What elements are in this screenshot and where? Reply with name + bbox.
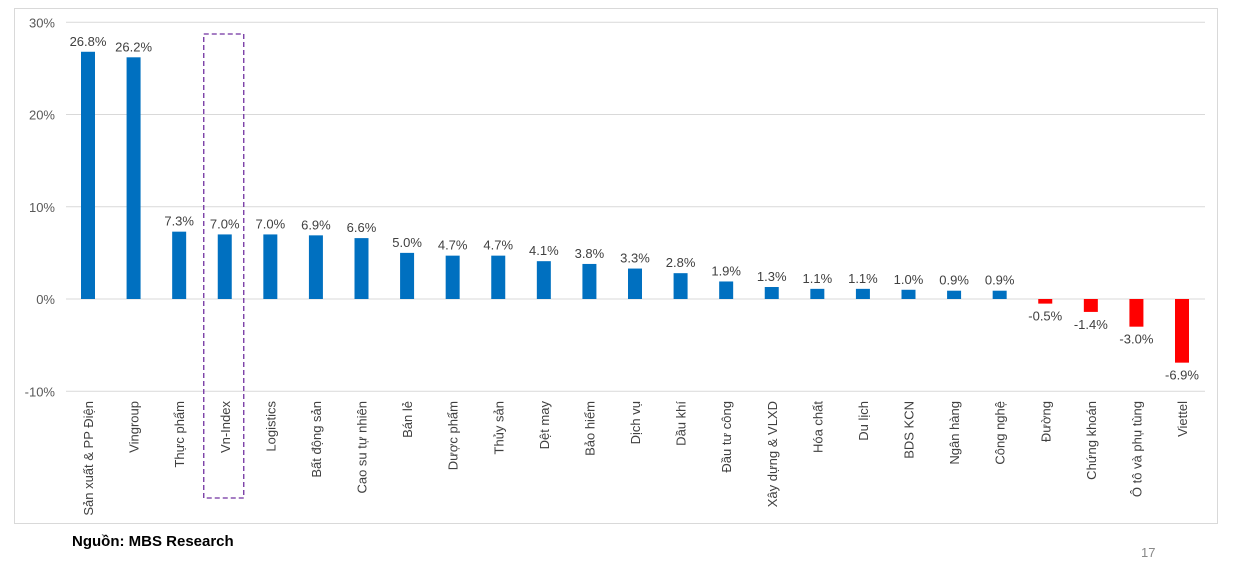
data-label: 2.8% — [666, 255, 696, 270]
bar — [445, 255, 460, 299]
x-tick-label: Bất động sản — [309, 401, 324, 478]
data-label: 4.7% — [483, 238, 513, 253]
bar — [172, 231, 187, 299]
x-tick-label: Bán lẻ — [400, 401, 415, 438]
y-tick-label: -10% — [25, 384, 56, 399]
data-label: 26.2% — [115, 39, 152, 54]
bar — [400, 252, 415, 299]
chart-frame — [14, 8, 1218, 524]
x-tick-label: Bảo hiểm — [582, 401, 597, 456]
source-note: Nguồn: MBS Research — [72, 533, 234, 550]
data-label: 7.0% — [256, 216, 286, 231]
x-tick-label: Logistics — [263, 401, 278, 452]
x-tick-label: Dầu khí — [674, 401, 689, 446]
bar — [673, 273, 688, 299]
bar — [810, 288, 825, 299]
data-label: 7.0% — [210, 216, 240, 231]
data-label: -1.4% — [1074, 317, 1108, 332]
page-number: 17 — [1141, 545, 1156, 560]
data-label: 6.9% — [301, 217, 331, 232]
x-tick-label: Đường — [1038, 401, 1053, 442]
x-tick-label: Dịch vụ — [628, 401, 643, 444]
bar — [855, 288, 870, 299]
x-tick-label: Sản xuất & PP Điện — [81, 401, 96, 516]
x-tick-label: Ngân hàng — [947, 401, 962, 465]
highlight-box — [203, 33, 245, 499]
data-label: -3.0% — [1119, 332, 1153, 347]
bar — [81, 51, 95, 299]
bar — [263, 234, 278, 299]
bar — [764, 287, 779, 299]
data-label: 4.1% — [529, 243, 559, 258]
bar — [1083, 299, 1098, 312]
bar — [1038, 299, 1053, 304]
x-tick-label: BDS KCN — [902, 401, 917, 459]
y-tick-label: 30% — [29, 15, 55, 30]
x-tick-label: Thủy sản — [491, 401, 506, 454]
bar — [126, 57, 141, 300]
bar — [217, 234, 232, 299]
bar — [1175, 299, 1189, 363]
bar — [992, 290, 1007, 299]
bar — [628, 268, 642, 299]
x-tick-label: Thực phẩm — [172, 401, 187, 468]
data-label: 0.9% — [985, 273, 1015, 288]
x-tick-label: Đầu tư công — [719, 401, 734, 473]
x-tick-label: Dệt may — [537, 401, 552, 450]
bar — [536, 261, 551, 299]
data-label: 26.8% — [70, 34, 107, 49]
x-tick-label: Công nghệ — [993, 401, 1008, 465]
x-tick-label: Cao su tự nhiên — [355, 401, 370, 494]
data-label: 3.3% — [620, 251, 650, 266]
data-label: 1.0% — [894, 272, 924, 287]
x-tick-label: Vingroup — [127, 401, 142, 453]
data-label: 7.3% — [164, 214, 194, 229]
bar — [308, 235, 323, 299]
data-label: 1.1% — [848, 271, 878, 286]
data-label: -6.9% — [1165, 368, 1199, 383]
bar — [1129, 299, 1144, 327]
x-tick-label: Ô tô và phụ tùng — [1129, 401, 1144, 497]
data-label: 4.7% — [438, 238, 468, 253]
data-label: -0.5% — [1028, 309, 1062, 324]
data-label: 0.9% — [939, 273, 969, 288]
bar — [947, 290, 962, 299]
bar — [582, 263, 597, 299]
bar — [719, 281, 734, 299]
y-tick-label: 10% — [29, 200, 55, 215]
bar — [901, 289, 916, 299]
x-tick-label: Dược phẩm — [446, 401, 461, 470]
y-tick-label: 20% — [29, 108, 55, 123]
data-label: 1.9% — [711, 263, 741, 278]
bar — [354, 238, 369, 299]
x-tick-label: Hóa chất — [810, 401, 825, 453]
x-tick-label: Du lịch — [856, 401, 871, 441]
data-label: 1.1% — [803, 271, 833, 286]
bar — [491, 255, 506, 299]
x-tick-label: Xây dựng & VLXD — [765, 401, 780, 507]
x-tick-label: Viettel — [1175, 401, 1190, 437]
data-label: 6.6% — [347, 220, 377, 235]
x-tick-label: Chứng khoán — [1084, 401, 1099, 480]
y-tick-label: 0% — [36, 292, 55, 307]
x-tick-label: Vn-Index — [218, 401, 233, 454]
data-label: 5.0% — [392, 235, 422, 250]
data-label: 3.8% — [575, 246, 605, 261]
data-label: 1.3% — [757, 269, 787, 284]
